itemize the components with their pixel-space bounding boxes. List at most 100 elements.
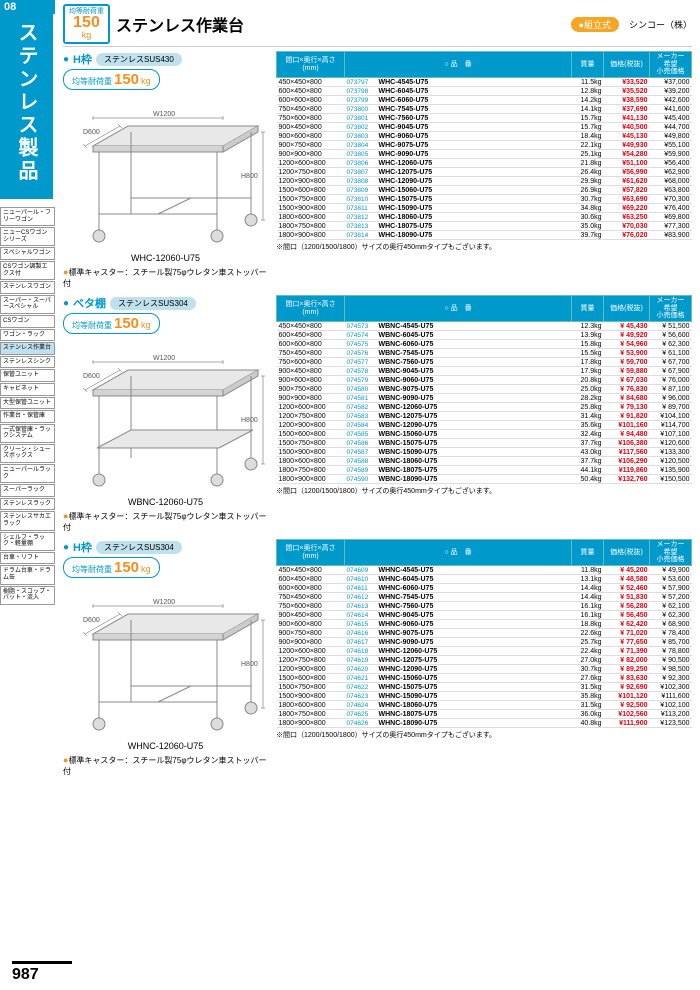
category-number: 08 [0, 0, 55, 14]
table-row: 1200×900×800074620WHNC-12090-U75 30.7kg¥… [277, 665, 692, 674]
brand-name: シンコー（株） [629, 18, 692, 31]
table-row: 750×450×800074612WHNC-7545-U75 14.4kg¥ 5… [277, 593, 692, 602]
table-row: 900×600×800074615WHNC-9060-U75 18.8kg¥ 6… [277, 620, 692, 629]
page-number: 987 [12, 961, 72, 984]
sidebar-item[interactable]: CSワゴン [0, 315, 55, 328]
table-row: 1500×750×800074586WBNC-15075-U75 37.7kg¥… [277, 439, 692, 448]
table-row: 1500×600×800073809WHC-15060-U75 26.9kg¥5… [277, 186, 692, 195]
sidebar-item[interactable]: 保管ユニット [0, 369, 55, 382]
brand-tag: ●組立式 [571, 17, 619, 32]
load-badge: 均等耐荷重150kg [63, 557, 160, 578]
table-row: 600×600×800074575WBNC-6060-U75 15.8kg¥ 5… [277, 340, 692, 349]
svg-text:D600: D600 [83, 373, 100, 380]
product-section: ●H枠 ステンレスSUS430 均等耐荷重150kg W1200 D600 [63, 51, 692, 289]
sidebar-item[interactable]: ステンレスラック [0, 498, 55, 511]
table-row: 900×600×800073803WHC-9060-U75 18.4kg¥45,… [277, 132, 692, 141]
table-row: 1200×750×800074619WHNC-12075-U75 27.0kg¥… [277, 656, 692, 665]
caster-note: ●標準キャスター：スチール製75φウレタン車ストッパー付 [63, 267, 268, 289]
sidebar-item[interactable]: スペシャルワゴン [0, 247, 55, 260]
sidebar-item[interactable]: ステンレスシンク [0, 356, 55, 369]
table-footnote: ※間口（1200/1500/1800）サイズの奥行450mmタイプもございます。 [276, 486, 692, 496]
table-row: 600×450×800074574WBNC-6045-U75 13.9kg¥ 4… [277, 331, 692, 340]
svg-text:H800: H800 [241, 173, 258, 180]
sidebar-item[interactable]: スーパーラック [0, 484, 55, 497]
table-row: 1800×600×800074588WBNC-18060-U75 37.7kg¥… [277, 457, 692, 466]
main-content: 均等耐荷重 150kg ステンレス作業台 ●組立式 シンコー（株） ●H枠 ステ… [55, 0, 700, 960]
sidebar-item[interactable]: ステンレスサカエラック [0, 511, 55, 530]
sidebar-item[interactable]: 大型保管ユニット [0, 397, 55, 410]
load-unit: kg [82, 31, 92, 40]
table-row: 1500×750×800073810WHC-15075-U75 30.7kg¥6… [277, 195, 692, 204]
page-header: 均等耐荷重 150kg ステンレス作業台 ●組立式 シンコー（株） [63, 4, 692, 47]
table-row: 600×600×800073799WHC-6060-U75 14.2kg¥38,… [277, 96, 692, 105]
page-title: ステンレス作業台 [116, 12, 244, 36]
table-row: 1800×600×800074624WHNC-18060-U75 31.5kg¥… [277, 701, 692, 710]
sidebar-item[interactable]: ステンレス作業台 [0, 342, 55, 355]
material-tag: ステンレスSUS304 [96, 541, 182, 554]
product-diagram: W1200 D600 H800 [63, 340, 268, 495]
svg-text:W1200: W1200 [153, 111, 175, 118]
sidebar-item[interactable]: ドラム台車・ドラム缶 [0, 565, 55, 584]
table-row: 1200×600×800074582WBNC-12060-U75 25.8kg¥… [277, 403, 692, 412]
sidebar-item[interactable]: 台車・リフト [0, 552, 55, 565]
material-tag: ステンレスSUS304 [110, 297, 196, 310]
sidebar-item[interactable]: 作業台・保管庫 [0, 410, 55, 423]
table-row: 450×450×800073797WHC-4545-U75 11.5kg¥33,… [277, 78, 692, 87]
sidebar-item[interactable]: クリーン・シューズボックス [0, 444, 55, 463]
table-row: 1500×600×800074585WBNC-15060-U75 32.4kg¥… [277, 430, 692, 439]
load-badge: 均等耐荷重150kg [63, 69, 160, 90]
table-row: 900×750×800074580WBNC-9075-U75 25.0kg¥ 7… [277, 385, 692, 394]
table-row: 750×600×800074577WBNC-7560-U75 17.8kg¥ 5… [277, 358, 692, 367]
table-row: 900×900×800073805WHC-9090-U75 25.1kg¥54,… [277, 150, 692, 159]
table-row: 450×450×800074573WBNC-4545-U75 12.3kg¥ 4… [277, 322, 692, 331]
svg-text:H800: H800 [241, 661, 258, 668]
caster-note: ●標準キャスター：スチール製75φウレタン車ストッパー付 [63, 755, 268, 777]
table-row: 900×600×800074579WBNC-9060-U75 20.8kg¥ 6… [277, 376, 692, 385]
sidebar-item[interactable]: ステンレスワゴン [0, 281, 55, 294]
table-row: 600×600×800074611WHNC-6060-U75 14.4kg¥ 5… [277, 584, 692, 593]
table-row: 750×450×800073800WHC-7545-U75 14.1kg¥37,… [277, 105, 692, 114]
svg-text:W1200: W1200 [153, 355, 175, 362]
table-row: 900×750×800074616WHNC-9075-U75 22.6kg¥ 7… [277, 629, 692, 638]
sidebar-list: ニューパール・フリーワゴンニューCSワゴンシリーズスペシャルワゴンCSワゴン調製… [0, 207, 55, 605]
product-section: ●H枠 ステンレスSUS304 均等耐荷重150kg W1200 D600 [63, 539, 692, 777]
sidebar-item[interactable]: ニューパール・フリーワゴン [0, 207, 55, 226]
table-row: 1200×750×800074583WBNC-12075-U75 31.4kg¥… [277, 412, 692, 421]
sidebar-item[interactable]: CSワゴン調製エクス付 [0, 261, 55, 280]
table-row: 900×450×800073802WHC-9045-U75 15.7kg¥40,… [277, 123, 692, 132]
table-row: 1800×750×800074625WHNC-18075-U75 36.0kg¥… [277, 710, 692, 719]
spec-table: 間口×奥行×高さ (mm)○ 品 番質量価格(税抜)メーカー 希望 小売価格 4… [276, 539, 692, 777]
load-capacity-box: 均等耐荷重 150kg [63, 4, 110, 44]
model-caption: WBNC-12060-U75 [63, 497, 268, 507]
svg-text:D600: D600 [83, 129, 100, 136]
sidebar-item[interactable]: 樹脂・スコップ・バット・流入 [0, 586, 55, 605]
table-row: 450×450×800074609WHNC-4545-U75 11.8kg¥ 4… [277, 566, 692, 575]
sidebar-item[interactable]: シェルフ・ラック・軽量棚 [0, 532, 55, 551]
table-row: 1800×600×800073812WHC-18060-U75 30.6kg¥6… [277, 213, 692, 222]
table-row: 1800×900×800074590WBNC-18090-U75 50.4kg¥… [277, 475, 692, 484]
sidebar-item[interactable]: キャビネット [0, 383, 55, 396]
section-label: H枠 [73, 539, 92, 555]
sidebar-item[interactable]: スーパー・スーパースペシャル [0, 295, 55, 314]
sidebar-item[interactable]: ニューパールラック [0, 464, 55, 483]
table-footnote: ※間口（1200/1500/1800）サイズの奥行450mmタイプもございます。 [276, 242, 692, 252]
product-diagram: W1200 D600 H800 [63, 584, 268, 739]
table-row: 1200×600×800073806WHC-12060-U75 21.8kg¥5… [277, 159, 692, 168]
load-badge: 均等耐荷重150kg [63, 313, 160, 334]
table-row: 900×900×800074581WBNC-9090-U75 28.2kg¥ 8… [277, 394, 692, 403]
table-row: 1800×900×800073814WHC-18090-U75 39.7kg¥7… [277, 231, 692, 240]
svg-text:D600: D600 [83, 617, 100, 624]
table-row: 900×750×800073804WHC-9075-U75 22.1kg¥49,… [277, 141, 692, 150]
category-title: ステンレス製品 [0, 14, 53, 199]
table-row: 1800×900×800074626WHNC-18090-U75 40.8kg¥… [277, 719, 692, 728]
load-value: 150 [73, 14, 100, 31]
product-section: ●ベタ棚 ステンレスSUS304 均等耐荷重150kg W1200 D600 [63, 295, 692, 533]
sidebar-item[interactable]: 一式保管庫・ラックシステム [0, 424, 55, 443]
table-row: 1500×750×800074622WHNC-15075-U75 31.5kg¥… [277, 683, 692, 692]
section-label: H枠 [73, 51, 92, 67]
sidebar-item[interactable]: ワゴン・ラック [0, 329, 55, 342]
table-row: 600×450×800073798WHC-6045-U75 12.8kg¥35,… [277, 87, 692, 96]
table-row: 1500×600×800074621WHNC-15060-U75 27.6kg¥… [277, 674, 692, 683]
sidebar-item[interactable]: ニューCSワゴンシリーズ [0, 227, 55, 246]
material-tag: ステンレスSUS430 [96, 53, 182, 66]
